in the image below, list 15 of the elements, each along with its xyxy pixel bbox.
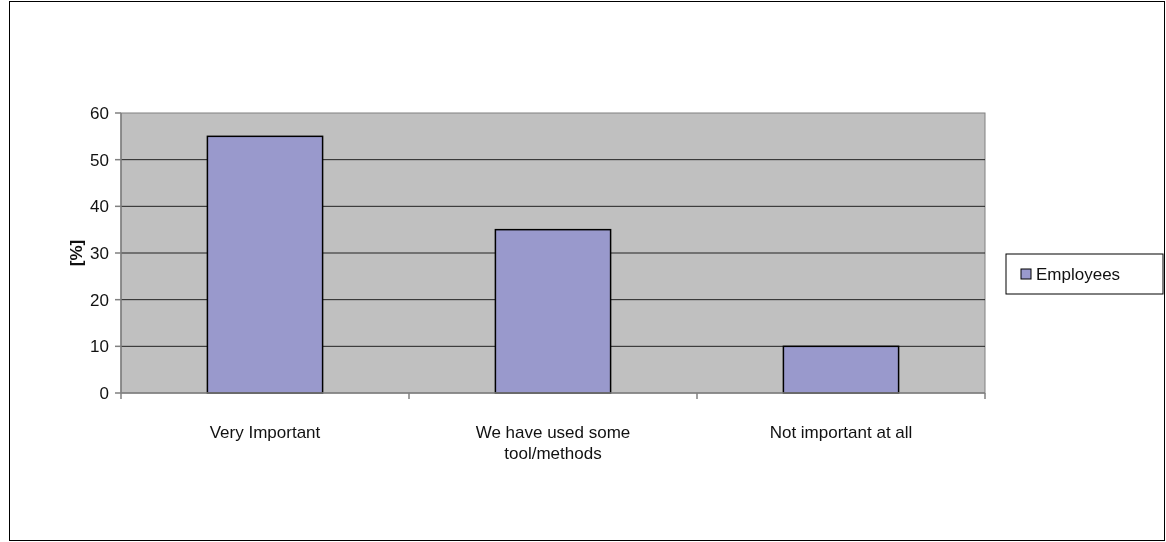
y-tick-label: 60	[90, 103, 109, 123]
x-tick-label: We have used some tool/methods	[475, 423, 631, 463]
x-tick-label: Very Important	[209, 423, 321, 442]
bar	[494, 228, 612, 394]
y-tick-label: 20	[90, 290, 109, 310]
y-tick-label: 0	[99, 383, 109, 403]
bar	[782, 345, 900, 394]
y-tick-label: 40	[90, 197, 109, 217]
bar	[206, 135, 324, 394]
legend-label: Employees	[1036, 264, 1121, 284]
y-tick-label: 30	[90, 243, 109, 263]
y-axis-title: [%]	[67, 239, 86, 267]
y-tick-label: 50	[90, 150, 109, 170]
y-tick-label: 10	[90, 337, 109, 357]
x-tick-label: Not important at all	[769, 423, 913, 442]
